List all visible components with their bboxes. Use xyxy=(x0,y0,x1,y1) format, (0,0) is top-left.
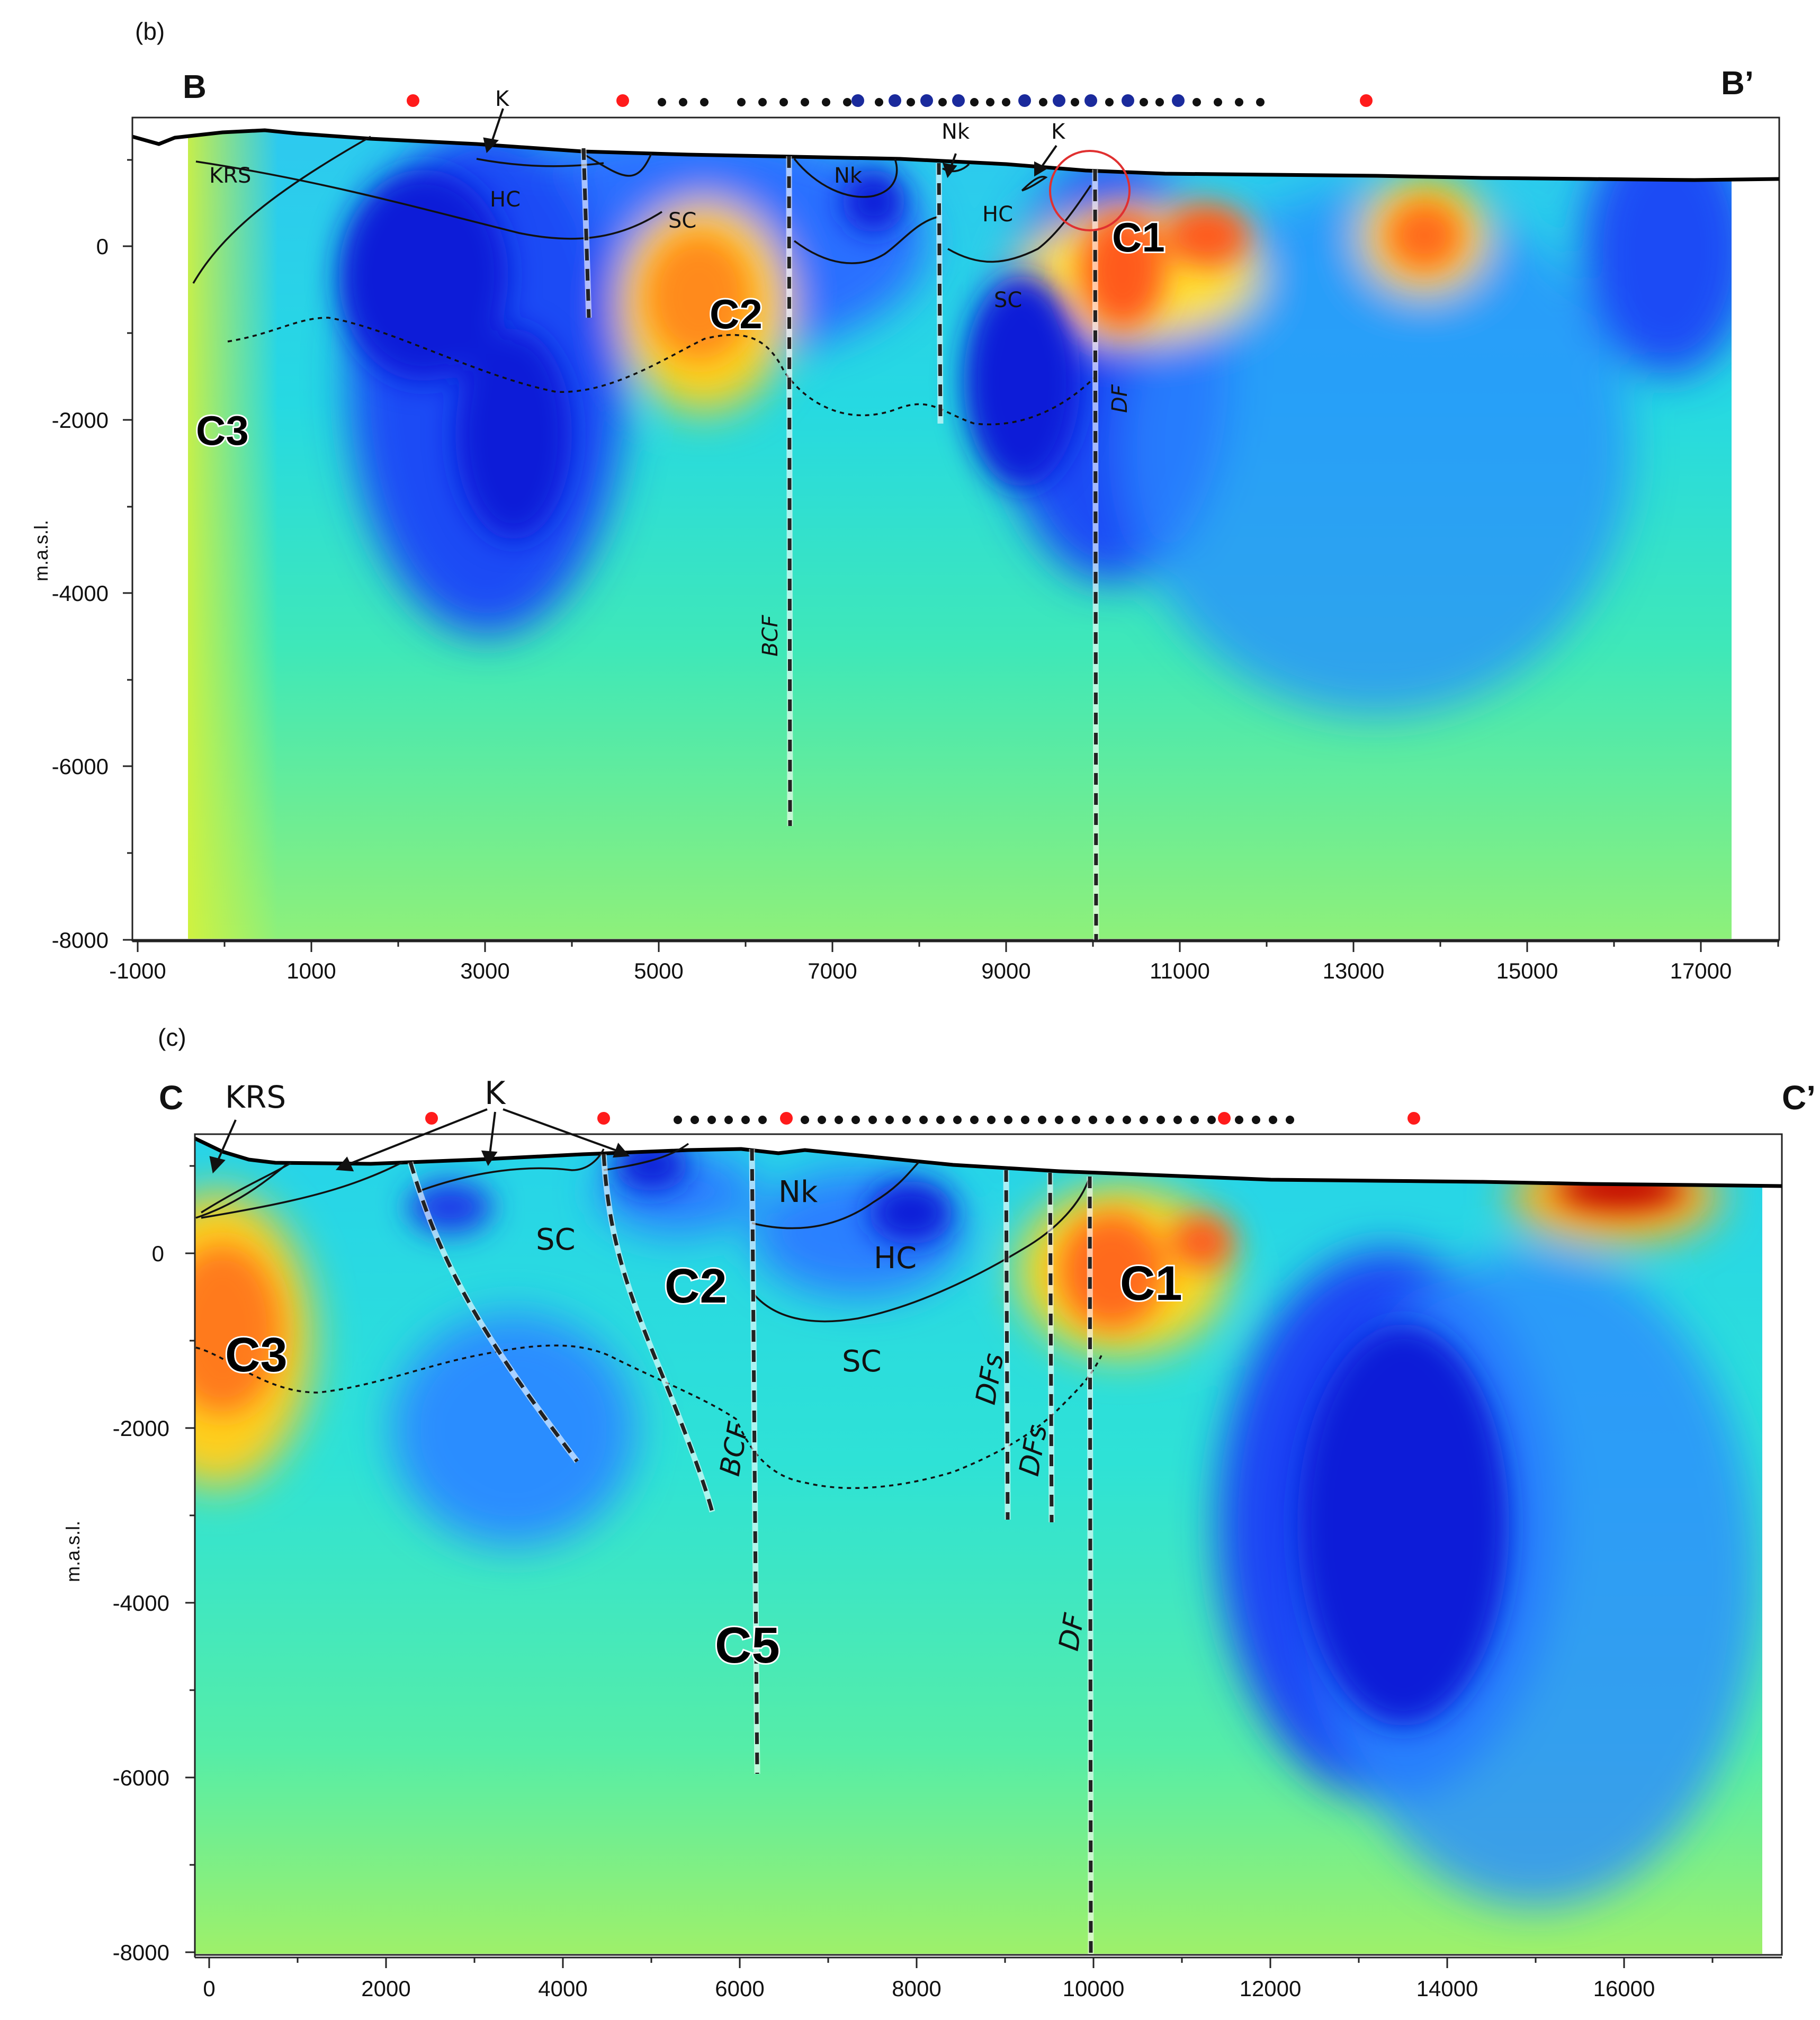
station-marker-b xyxy=(407,94,419,107)
y-axis-title-b: m.a.s.l. xyxy=(30,520,52,581)
geologic-contacts-c xyxy=(195,1143,1089,1323)
y-tick-labels-b: 0 -2000 -4000 -6000 -8000 xyxy=(52,234,109,953)
x-tick-label-c: 6000 xyxy=(715,1976,764,2001)
unit-label-krs-c: KRS xyxy=(225,1079,286,1115)
x-tick-label-c: 16000 xyxy=(1593,1976,1655,2001)
unit-label-sc-2-b: SC xyxy=(994,288,1022,312)
y-tick-label-c: -6000 xyxy=(113,1765,169,1790)
highlight-circle xyxy=(1049,150,1131,231)
x-tick-label-b: 3000 xyxy=(460,958,509,983)
basement-contact-b xyxy=(227,317,1097,426)
x-tick-labels-b: -1000 1000 3000 5000 7000 9000 11000 130… xyxy=(109,958,1732,983)
anomaly-label-c2-c: C2 xyxy=(665,1259,727,1313)
y-tick-label-b: -8000 xyxy=(52,928,109,953)
y-tick-label-b: -4000 xyxy=(52,581,109,606)
fault-label-df-b: DF xyxy=(1108,384,1132,413)
unit-label-hc-c: HC xyxy=(874,1241,917,1276)
fault-label-df-c: DF xyxy=(1053,1611,1091,1653)
anomaly-label-c1-b: C1 xyxy=(1112,214,1165,261)
x-tick-label-b: 5000 xyxy=(634,958,683,983)
topography-line-c xyxy=(194,1136,1782,1188)
callout-label-k-c: K xyxy=(485,1075,506,1112)
unit-label-sc-b: SC xyxy=(668,209,696,233)
profile-end-label-c: C’ xyxy=(1782,1079,1816,1117)
x-tick-label-b: 11000 xyxy=(1150,958,1210,983)
faults-c xyxy=(407,1148,1094,1954)
y-tick-label-c: -8000 xyxy=(113,1940,169,1965)
resistivity-model-c xyxy=(195,1133,1762,1954)
station-marker-c xyxy=(425,1112,438,1125)
x-tick-label-c: 4000 xyxy=(538,1976,587,2001)
x-tick-label-c: 0 xyxy=(203,1976,215,2001)
unit-label-hc-2-b: HC xyxy=(982,202,1013,227)
fault-label-bcf-b: BCF xyxy=(758,615,783,657)
x-tick-label-b: 15000 xyxy=(1496,958,1558,983)
faults-b xyxy=(580,148,1099,940)
resistivity-model-b xyxy=(188,115,1732,939)
unit-label-sc-2-c: SC xyxy=(842,1344,882,1379)
panel-c-label: (c) xyxy=(158,1024,186,1051)
basement-contact-c xyxy=(195,1344,1102,1489)
profile-start-label-b: B xyxy=(183,69,207,105)
y-tick-label-c: -2000 xyxy=(113,1416,169,1441)
stations-b xyxy=(407,94,1373,107)
x-ticks-c xyxy=(208,1958,1714,1968)
x-tick-label-c: 2000 xyxy=(361,1976,410,2001)
anomaly-label-c2-b: C2 xyxy=(710,291,763,337)
x-tick-label-b: 13000 xyxy=(1323,958,1385,983)
callout-label-k-2-b: K xyxy=(1051,120,1066,144)
topography-line-b xyxy=(132,128,1780,182)
y-tick-label-c: -4000 xyxy=(113,1591,169,1615)
unit-label-hc-b: HC xyxy=(490,187,521,212)
y-tick-label-c: 0 xyxy=(152,1241,164,1266)
profile-end-label-b: B’ xyxy=(1721,65,1754,102)
unit-label-krs-b: KRS xyxy=(209,164,251,188)
panel-c: (c) C C’ xyxy=(62,1024,1816,2001)
x-tick-label-b: 9000 xyxy=(981,958,1030,983)
anomaly-label-c3-c: C3 xyxy=(225,1328,288,1382)
x-tick-label-c: 12000 xyxy=(1240,1976,1302,2001)
station-marker-b xyxy=(616,94,629,107)
x-tick-label-b: -1000 xyxy=(109,958,166,983)
station-marker-c xyxy=(1407,1112,1420,1125)
unit-label-nk-c: Nk xyxy=(778,1175,818,1209)
panel-b-label: (b) xyxy=(135,17,165,45)
unit-label-sc-c: SC xyxy=(536,1223,576,1257)
axes-c xyxy=(185,1134,1782,1959)
x-tick-label-c: 10000 xyxy=(1063,1976,1125,2001)
anomaly-label-c3-b: C3 xyxy=(196,407,249,454)
callout-arrows-c xyxy=(209,1108,630,1174)
y-tick-label-b: -6000 xyxy=(52,754,109,779)
callout-label-nk-b: Nk xyxy=(942,120,970,144)
x-tick-label-b: 17000 xyxy=(1670,958,1732,983)
x-tick-label-c: 8000 xyxy=(892,1976,941,2001)
stations-c xyxy=(425,1112,1420,1125)
callout-label-k-b: K xyxy=(495,87,510,111)
axes-b xyxy=(123,118,1779,942)
x-tick-label-c: 14000 xyxy=(1416,1976,1478,2001)
station-marker-c xyxy=(597,1112,610,1125)
y-axis-title-c: m.a.s.l. xyxy=(62,1521,84,1582)
unit-label-nk-b: Nk xyxy=(834,164,863,188)
station-marker-b xyxy=(1360,94,1373,107)
x-tick-label-b: 1000 xyxy=(286,958,336,983)
profile-start-label-c: C xyxy=(159,1079,183,1117)
anomaly-label-c5-c: C5 xyxy=(715,1617,780,1674)
anomaly-label-c1-c: C1 xyxy=(1120,1256,1182,1310)
panel-b: (b) B B’ xyxy=(30,17,1780,983)
geologic-contacts-b xyxy=(192,136,1092,284)
x-tick-labels-c: 0 2000 4000 6000 8000 10000 12000 14000 … xyxy=(203,1976,1655,2001)
callout-arrows-b xyxy=(483,108,1057,178)
station-marker-c xyxy=(780,1112,793,1125)
y-tick-labels-c: 0 -2000 -4000 -6000 -8000 xyxy=(113,1241,169,1965)
x-tick-label-b: 7000 xyxy=(808,958,857,983)
station-marker-c xyxy=(1218,1112,1231,1125)
y-tick-label-b: 0 xyxy=(96,234,109,259)
x-ticks-b xyxy=(137,941,1779,952)
y-tick-label-b: -2000 xyxy=(52,408,109,433)
